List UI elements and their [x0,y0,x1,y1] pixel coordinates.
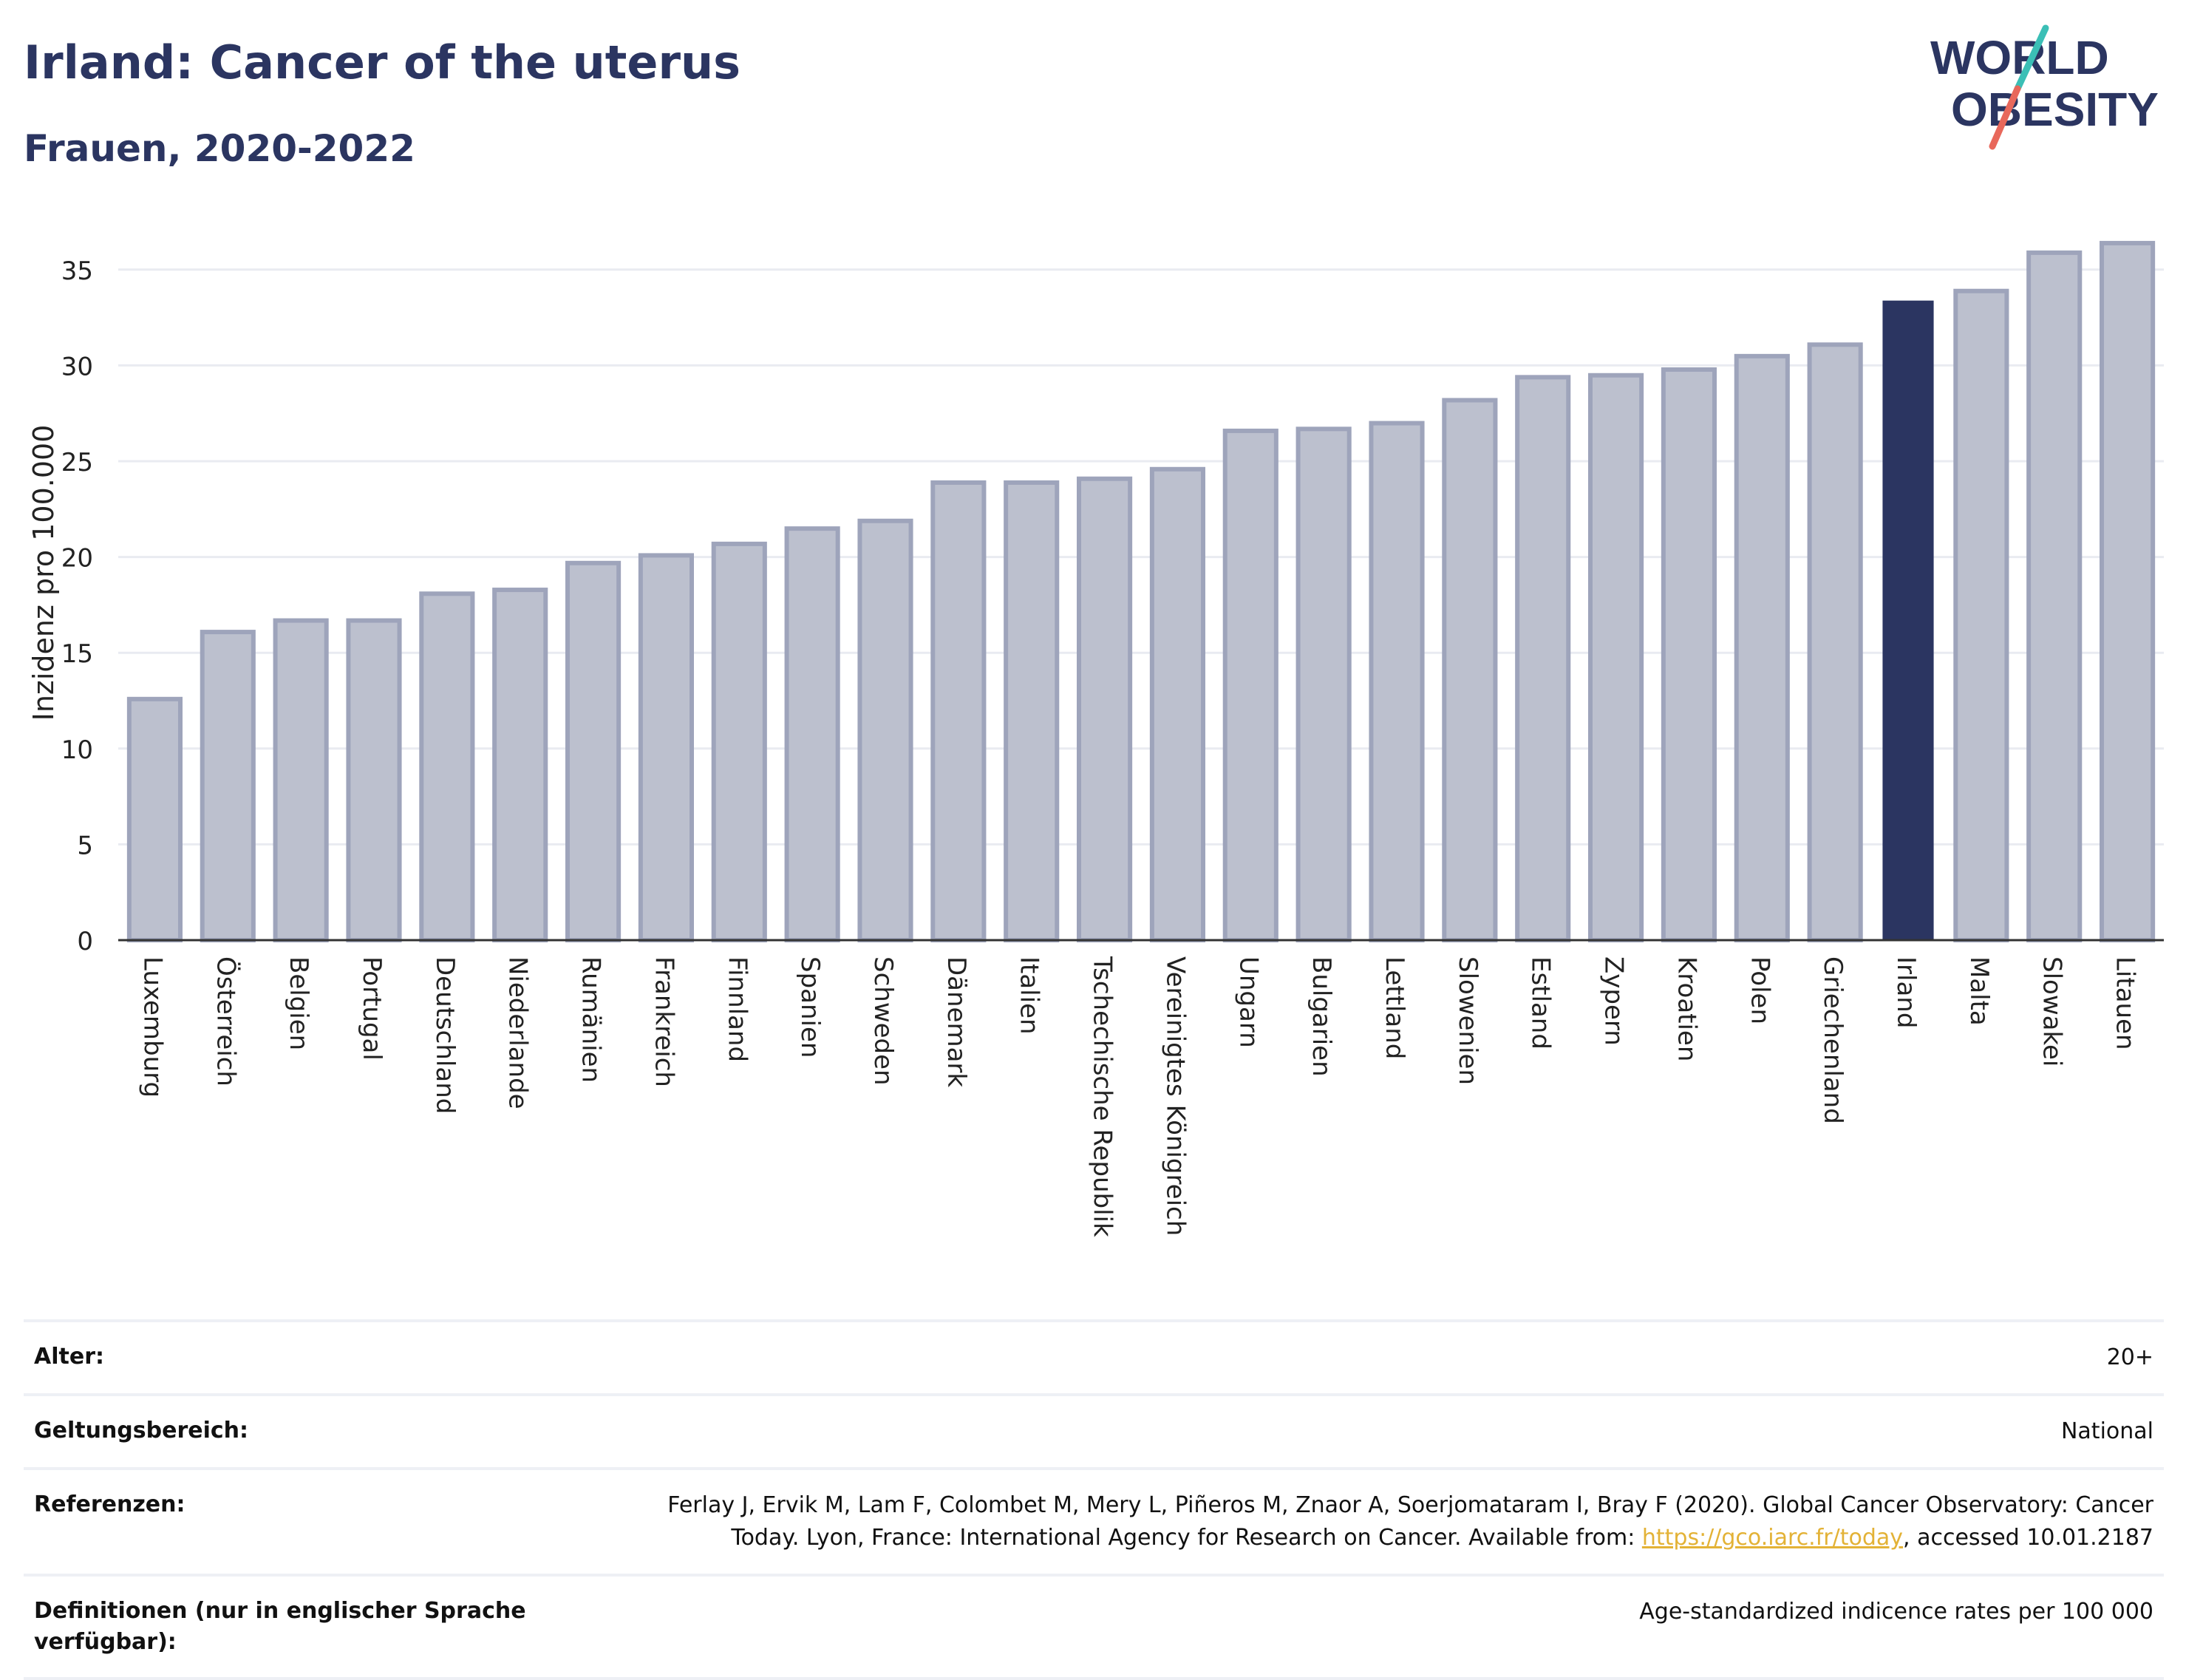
bar [2026,250,2083,942]
references-link[interactable]: https://gco.iarc.fr/today [1641,1525,1904,1551]
x-tick-label: Belgien [284,956,313,1050]
x-tick-label: Vereinigtes Königreich [1160,956,1190,1236]
x-tick-label: Ungarn [1233,956,1263,1048]
bar [2100,240,2156,943]
x-tick-label: Schweden [868,956,898,1086]
world-obesity-logo: WORLD OBESITY [1930,24,2159,150]
logo-line2: OBESITY [1951,83,2159,136]
y-tick-label: 20 [61,544,93,574]
x-tick-label: Zypern [1599,956,1629,1046]
bar [1077,476,1133,942]
references-label: Referenzen: [34,1492,185,1517]
x-tick-label: Slowakei [2037,956,2067,1067]
logo-slash-teal [2014,24,2049,92]
scope-label: Geltungsbereich: [34,1418,249,1443]
bar [711,541,767,942]
x-tick-label: Deutschland [430,956,460,1114]
x-tick-label: Litauen [2111,956,2140,1050]
x-tick-label: Estland [1526,956,1556,1050]
bar [1149,466,1205,942]
y-tick-label: 15 [61,639,93,669]
x-tick-label: Finnland [722,956,752,1062]
x-tick-label: Polen [1745,956,1774,1024]
chart-subtitle: Frauen, 2020-2022 [24,127,415,170]
bar [1222,428,1278,942]
references-line1: Ferlay J, Ervik M, Lam F, Colombet M, Me… [667,1492,2153,1518]
x-tick-label: Lettland [1380,956,1409,1059]
meta-row-age: Alter: 20+ [24,1319,2164,1393]
y-tick-label: 5 [77,831,93,860]
age-label: Alter: [34,1344,104,1370]
x-tick-label: Spanien [795,956,825,1058]
y-tick-label: 0 [77,927,93,956]
x-tick-label: Griechenland [1818,956,1848,1124]
references-line2-post: , accessed 10.01.2187 [1903,1525,2153,1551]
bar [419,591,475,942]
age-value: 20+ [2106,1344,2153,1370]
logo-line1: WORLD [1930,31,2109,84]
bar [1807,342,1863,942]
references-value: Ferlay J, Ervik M, Lam F, Colombet M, Me… [667,1489,2153,1554]
bar [1661,367,1717,942]
bar [1369,421,1425,942]
bar [930,480,987,942]
meta-row-definitions: Definitionen (nur in englischer Sprache … [24,1574,2164,1680]
bar [273,618,329,942]
y-axis-label: Inzidenz pro 100.000 [27,425,60,721]
y-tick-label: 10 [61,735,93,765]
y-tick-label: 30 [61,352,93,381]
definitions-value: Age-standardized indicence rates per 100… [1639,1599,2153,1625]
bar [565,560,622,942]
meta-row-references: Referenzen: Ferlay J, Ervik M, Lam F, Co… [24,1467,2164,1574]
x-tick-label: Malta [1964,956,1994,1026]
bar [784,526,840,942]
bar [638,553,694,942]
x-tick-label: Rumänien [576,956,606,1083]
bar [1004,480,1060,942]
scope-value: National [2060,1418,2153,1444]
bars [126,240,2156,943]
bar [857,518,913,942]
x-tick-label: Frankreich [649,956,678,1087]
x-tick-label: Portugal [357,956,387,1061]
bar [1442,398,1498,942]
x-tick-label: Slowenien [1453,956,1482,1085]
x-tick-label: Niederlande [503,956,533,1109]
bar [1515,375,1571,942]
meta-row-scope: Geltungsbereich: National [24,1393,2164,1467]
bar [1588,373,1644,942]
x-tick-label: Tschechische Republik [1088,956,1117,1237]
bar-highlight [1882,300,1934,940]
x-tick-label: Irland [1891,956,1921,1028]
references-line2-pre: Today. Lyon, France: International Agenc… [731,1525,1642,1551]
bar [492,588,548,943]
chart-title: Irland: Cancer of the uterus [24,35,741,89]
bar [1295,426,1352,942]
x-tick-label: Dänemark [942,956,971,1087]
definitions-label: Definitionen (nur in englischer Sprache … [34,1598,526,1655]
x-tick-label: Italien [1015,956,1044,1035]
logo-slash-coral [1989,85,2021,150]
axes: 0 5 10 15 20 25 30 35 Luxemburg Österreich Belgien… [61,256,2164,1237]
y-tick-label: 25 [61,448,93,477]
x-tick-label: Österreich [211,956,241,1086]
x-tick-label: Bulgarien [1307,956,1336,1077]
bar [1734,353,1790,942]
bar [200,630,256,942]
y-tick-label: 35 [61,256,93,286]
bar [126,696,183,942]
metadata-table: Alter: 20+ Geltungsbereich: National Ref… [24,1319,2164,1680]
x-tick-label: Luxemburg [137,956,167,1098]
bar-chart: 0 5 10 15 20 25 30 35 Luxemburg Österreich Belgien… [27,240,2164,1237]
bar [1953,288,2009,943]
bar [346,618,402,942]
x-tick-label: Kroatien [1672,956,1701,1061]
